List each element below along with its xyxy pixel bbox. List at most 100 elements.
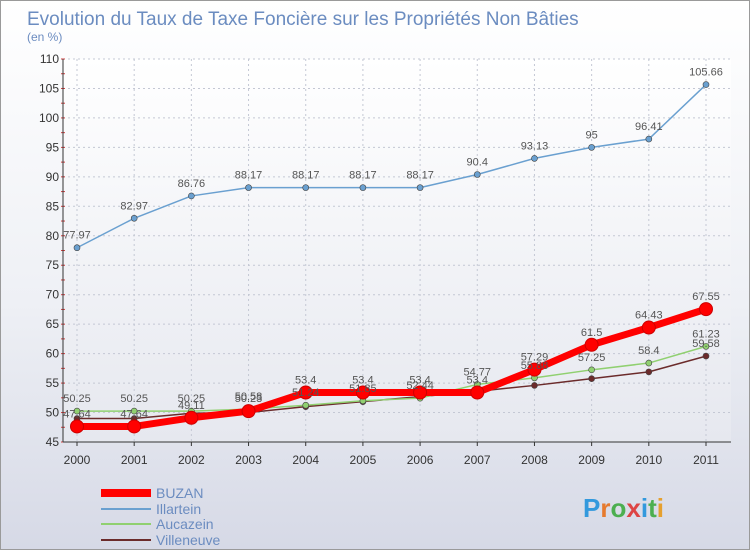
y-tick-label: 70	[46, 288, 60, 302]
point-buzan	[641, 320, 656, 335]
y-tick-label: 85	[46, 199, 60, 213]
data-label-buzan: 57.29	[521, 352, 549, 364]
brand-letter: o	[610, 493, 626, 523]
x-tick-label: 2006	[407, 453, 434, 467]
y-tick-label: 100	[39, 111, 59, 125]
series-line-buzan	[77, 305, 708, 430]
brand-letter: r	[600, 493, 610, 523]
point-illartein	[359, 184, 367, 191]
data-label-illartein: 105.66	[689, 67, 723, 79]
point-illartein	[473, 171, 481, 178]
data-label-illartein: 88.17	[292, 170, 320, 182]
x-tick-label: 2001	[121, 453, 148, 467]
point-buzan	[70, 419, 84, 434]
x-tick-label: 2011	[693, 453, 719, 467]
data-label-aucazein: 54.77	[464, 366, 492, 378]
point-aucazein	[302, 401, 310, 409]
point-aucazein	[645, 359, 653, 367]
brand-text: Proxiti	[583, 493, 664, 523]
x-tick-label: 2008	[521, 453, 548, 467]
data-label-illartein: 96.41	[635, 121, 663, 133]
y-tick-label: 75	[46, 258, 60, 272]
data-label-buzan: 53.4	[352, 375, 373, 387]
point-aucazein	[130, 407, 138, 415]
brand-letter: t	[648, 493, 657, 523]
data-label-buzan: 47.64	[63, 408, 91, 420]
data-label-aucazein: 52.44	[406, 380, 434, 392]
data-label-buzan: 67.55	[692, 291, 720, 303]
point-buzan	[241, 404, 256, 419]
data-label-aucazein: 55.88	[521, 360, 549, 372]
legend-label-buzan: BUZAN	[156, 485, 203, 501]
point-buzan	[413, 385, 428, 400]
legend-label-villeneuve: Villeneuve	[156, 532, 221, 548]
point-illartein	[588, 144, 595, 151]
y-tick-label: 55	[46, 376, 60, 390]
data-label-illartein: 88.17	[406, 170, 434, 182]
y-tick-label: 60	[46, 347, 60, 361]
data-label-illartein: 93.13	[521, 140, 549, 152]
data-label-illartein: 88.17	[349, 170, 377, 182]
x-tick-label: 2002	[178, 453, 205, 467]
point-buzan	[127, 419, 142, 434]
y-tick-label: 90	[46, 170, 60, 184]
brand-letter: i	[641, 493, 648, 523]
point-aucazein	[73, 407, 81, 415]
series-line-illartein	[76, 84, 707, 249]
x-tick-label: 2003	[235, 453, 262, 467]
point-buzan	[470, 385, 485, 400]
data-label-buzan: 49.11	[178, 400, 205, 412]
data-label-aucazein: 50.25	[120, 393, 148, 405]
point-buzan	[699, 302, 713, 317]
x-tick-label: 2004	[292, 453, 319, 467]
data-label-buzan: 47.64	[120, 408, 148, 420]
data-label-illartein: 82.97	[120, 200, 148, 212]
axes: 45 50 55 60 65 70 75 80 85 90 95 100 105 110 2000 2001 2…	[39, 52, 731, 467]
legend-label-illartein: Illartein	[156, 501, 201, 517]
point-illartein	[73, 244, 81, 252]
point-buzan	[298, 385, 313, 400]
grid	[63, 58, 731, 442]
series-group	[70, 81, 713, 434]
data-labels: 59.58 50.25 50.25 50.25 50.58 51.24 51.85 52.44…	[63, 67, 723, 421]
data-label-buzan: 64.43	[635, 310, 663, 322]
y-tick-label: 105	[39, 81, 59, 95]
data-label-aucazein: 58.4	[638, 345, 659, 357]
point-buzan	[527, 362, 542, 377]
y-tick-label: 80	[46, 229, 60, 243]
point-buzan	[184, 410, 199, 425]
data-label-villeneuve: 59.58	[692, 338, 720, 350]
y-tick-label: 45	[46, 435, 60, 449]
plot-area	[63, 59, 731, 442]
brand-letter: i	[657, 493, 664, 523]
data-label-illartein: 90.4	[467, 156, 488, 168]
data-label-buzan: 50.23	[235, 393, 263, 405]
brand-letter: P	[583, 493, 600, 523]
x-tick-label: 2005	[350, 453, 377, 467]
point-illartein	[130, 214, 138, 222]
data-label-aucazein: 51.24	[292, 387, 320, 399]
point-aucazein	[588, 366, 595, 374]
point-illartein	[188, 192, 195, 200]
point-illartein	[302, 184, 310, 191]
point-villeneuve	[702, 352, 710, 360]
chart-title: Evolution du Taux de Taxe Foncière sur l…	[27, 9, 579, 30]
y-tick-label: 65	[46, 317, 60, 331]
point-villeneuve	[588, 375, 595, 382]
data-label-aucazein: 57.25	[578, 352, 606, 364]
point-illartein	[702, 81, 710, 88]
data-label-buzan: 61.5	[581, 327, 602, 339]
y-tick-label: 50	[46, 406, 60, 420]
point-villeneuve	[645, 368, 653, 376]
point-buzan	[584, 337, 599, 352]
point-illartein	[245, 184, 252, 191]
y-tick-label: 95	[46, 140, 60, 154]
x-tick-label: 2007	[464, 453, 491, 467]
point-illartein	[531, 155, 538, 162]
data-label-aucazein: 61.23	[692, 328, 720, 340]
point-illartein	[645, 135, 653, 143]
point-villeneuve	[531, 382, 538, 389]
